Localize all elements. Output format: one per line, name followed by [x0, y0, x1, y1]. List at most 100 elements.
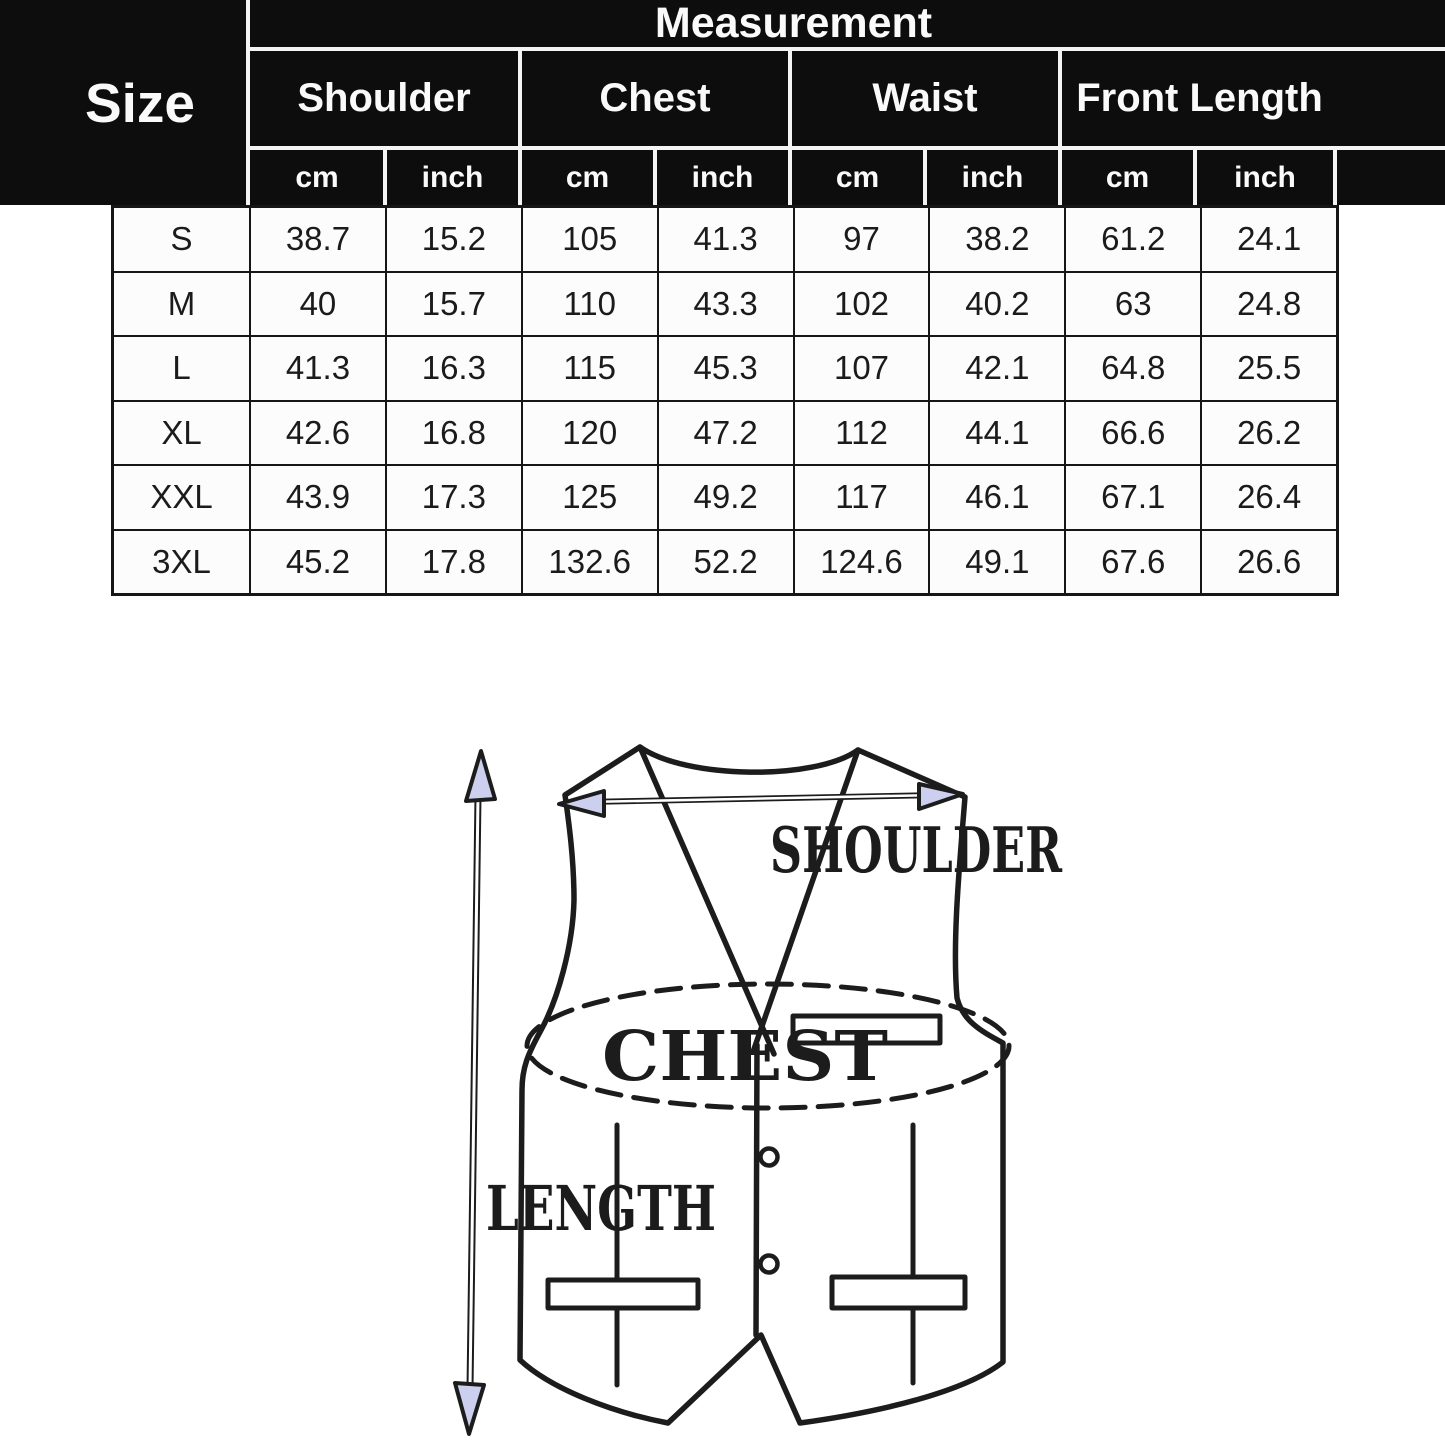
- vest-outline: [517, 744, 1006, 1426]
- size-cell: M: [113, 271, 250, 336]
- value-cell: 17.3: [385, 465, 522, 530]
- unit-divider: [383, 150, 387, 205]
- value-cell: 47.2: [657, 400, 794, 465]
- unit-header: inch: [961, 160, 1024, 194]
- vest-button: [758, 1146, 780, 1168]
- vest-measurement-diagram: SHOULDER CHEST LENGTH: [453, 744, 1062, 1436]
- value-cell: 52.2: [657, 529, 794, 594]
- value-cell: 43.3: [657, 271, 794, 336]
- value-cell: 41.3: [250, 336, 386, 401]
- value-cell: 42.1: [929, 336, 1066, 401]
- value-cell: 49.2: [657, 465, 794, 530]
- header-divider-h1: [250, 47, 1445, 51]
- unit-divider: [1333, 150, 1337, 205]
- value-cell: 16.8: [385, 400, 522, 465]
- value-cell: 17.8: [385, 529, 522, 594]
- value-cell: 46.1: [929, 465, 1066, 530]
- header-divider-h2: [250, 146, 1445, 150]
- unit-header: inch: [691, 160, 754, 194]
- unit-header: cm: [295, 160, 339, 194]
- value-cell: 25.5: [1201, 336, 1338, 401]
- size-cell: XL: [113, 400, 250, 465]
- value-cell: 15.2: [385, 207, 522, 272]
- group-header-waist: Waist: [872, 76, 978, 120]
- unit-divider: [653, 150, 657, 205]
- value-cell: 67.1: [1065, 465, 1202, 530]
- table-header: Size Measurement Shoulder Chest Waist Fr…: [0, 0, 1445, 205]
- shoulder-label: SHOULDER: [770, 813, 1062, 887]
- value-cell: 43.9: [250, 465, 386, 530]
- shoulder-arrow: [557, 782, 965, 818]
- group-divider: [788, 51, 792, 146]
- unit-divider: [788, 150, 792, 205]
- vest-button: [758, 1253, 780, 1275]
- unit-divider: [1193, 150, 1197, 205]
- vest-lapel-left-line: [637, 744, 777, 1057]
- value-cell: 24.1: [1201, 207, 1338, 272]
- vest-center-front-line: [753, 1042, 760, 1338]
- value-cell: 49.1: [929, 529, 1066, 594]
- value-cell: 24.8: [1201, 271, 1338, 336]
- size-cell: S: [113, 207, 250, 272]
- value-cell: 124.6: [793, 529, 930, 594]
- unit-header: inch: [421, 160, 484, 194]
- group-header-chest: Chest: [599, 76, 711, 120]
- group-divider: [1058, 51, 1062, 146]
- value-cell: 132.6: [521, 529, 658, 594]
- value-cell: 66.6: [1065, 400, 1202, 465]
- unit-divider: [1058, 150, 1062, 205]
- size-cell: L: [113, 336, 250, 401]
- unit-header: cm: [565, 160, 610, 194]
- value-cell: 16.3: [385, 336, 522, 401]
- unit-header: cm: [1105, 160, 1150, 194]
- group-divider: [518, 51, 522, 146]
- arrowhead-left-icon: [557, 789, 606, 818]
- value-cell: 97: [793, 207, 930, 272]
- unit-divider: [923, 150, 927, 205]
- value-cell: 115: [521, 336, 658, 401]
- value-cell: 120: [521, 400, 658, 465]
- value-cell: 26.6: [1201, 529, 1338, 594]
- vest-lapel-right-line: [750, 747, 861, 1055]
- chest-pocket: [790, 1013, 943, 1046]
- value-cell: 102: [793, 271, 930, 336]
- value-cell: 64.8: [1065, 336, 1202, 401]
- length-arrow: [453, 749, 497, 1436]
- arrowhead-down-icon: [453, 1381, 486, 1436]
- value-cell: 42.6: [250, 400, 386, 465]
- value-cell: 45.2: [250, 529, 386, 594]
- value-cell: 110: [521, 271, 658, 336]
- value-cell: 117: [793, 465, 930, 530]
- lower-pocket-right: [829, 1274, 968, 1311]
- length-label: LENGTH: [486, 1172, 716, 1245]
- value-cell: 61.2: [1065, 207, 1202, 272]
- size-column-header: Size: [84, 71, 196, 134]
- value-cell: 40.2: [929, 271, 1066, 336]
- chest-girth-ellipse: [524, 981, 1012, 1111]
- value-cell: 45.3: [657, 336, 794, 401]
- measurement-header: Measurement: [654, 0, 933, 47]
- header-divider-vertical: [246, 0, 250, 205]
- value-cell: 67.6: [1065, 529, 1202, 594]
- value-cell: 38.2: [929, 207, 1066, 272]
- value-cell: 40: [250, 271, 386, 336]
- arrowhead-right-icon: [917, 782, 965, 811]
- value-cell: 26.2: [1201, 400, 1338, 465]
- value-cell: 15.7: [385, 271, 522, 336]
- lower-pocket-left: [545, 1277, 701, 1311]
- value-cell: 38.7: [250, 207, 386, 272]
- unit-header: inch: [1234, 160, 1296, 194]
- value-cell: 125: [521, 465, 658, 530]
- size-cell: 3XL: [113, 529, 250, 594]
- arrowhead-up-icon: [464, 749, 497, 803]
- value-cell: 63: [1065, 271, 1202, 336]
- chest-label: CHEST: [602, 1017, 888, 1097]
- value-cell: 112: [793, 400, 930, 465]
- group-header-shoulder: Shoulder: [297, 76, 471, 120]
- value-cell: 107: [793, 336, 930, 401]
- value-cell: 105: [521, 207, 658, 272]
- value-cell: 26.4: [1201, 465, 1338, 530]
- size-cell: XXL: [113, 465, 250, 530]
- unit-divider: [518, 150, 522, 205]
